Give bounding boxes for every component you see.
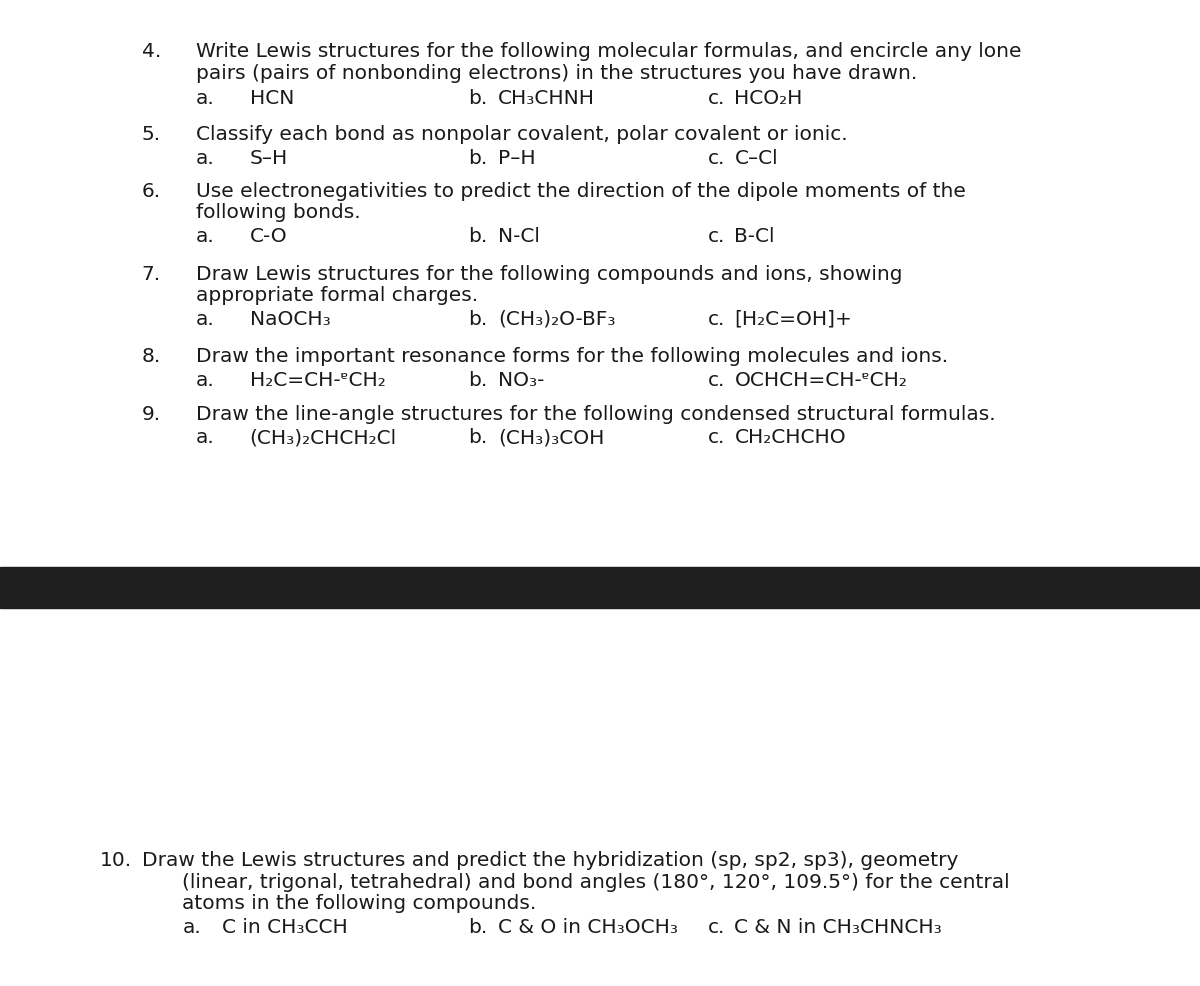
Text: appropriate formal charges.: appropriate formal charges. bbox=[196, 286, 478, 305]
Text: (CH₃)₂O-BF₃: (CH₃)₂O-BF₃ bbox=[498, 310, 616, 328]
Text: HCO₂H: HCO₂H bbox=[734, 89, 803, 107]
Text: b.: b. bbox=[468, 428, 487, 447]
Text: a.: a. bbox=[196, 428, 215, 447]
Text: N-Cl: N-Cl bbox=[498, 227, 540, 246]
Text: C in CH₃CCH: C in CH₃CCH bbox=[222, 917, 348, 936]
Text: [H₂C=OH]+: [H₂C=OH]+ bbox=[734, 310, 852, 328]
Text: b.: b. bbox=[468, 149, 487, 168]
Text: Draw the important resonance forms for the following molecules and ions.: Draw the important resonance forms for t… bbox=[196, 347, 948, 366]
Text: a.: a. bbox=[196, 149, 215, 168]
Text: Draw the line-angle structures for the following condensed structural formulas.: Draw the line-angle structures for the f… bbox=[196, 404, 995, 423]
Text: NO₃-: NO₃- bbox=[498, 371, 545, 389]
Text: 6.: 6. bbox=[142, 181, 161, 200]
Text: C & N in CH₃CHNCH₃: C & N in CH₃CHNCH₃ bbox=[734, 917, 942, 936]
Text: NaOCH₃: NaOCH₃ bbox=[250, 310, 330, 328]
Text: H₂C=CH-ᵄCH₂: H₂C=CH-ᵄCH₂ bbox=[250, 371, 385, 389]
Text: c.: c. bbox=[708, 428, 725, 447]
Text: b.: b. bbox=[468, 89, 487, 107]
Text: CH₂CHCHO: CH₂CHCHO bbox=[734, 428, 846, 447]
Text: OCHCH=CH-ᵄCH₂: OCHCH=CH-ᵄCH₂ bbox=[734, 371, 907, 389]
Text: atoms in the following compounds.: atoms in the following compounds. bbox=[182, 893, 536, 912]
Text: (CH₃)₂CHCH₂Cl: (CH₃)₂CHCH₂Cl bbox=[250, 428, 397, 447]
Text: 7.: 7. bbox=[142, 264, 161, 283]
Text: c.: c. bbox=[708, 149, 725, 168]
Text: b.: b. bbox=[468, 371, 487, 389]
Text: C & O in CH₃OCH₃: C & O in CH₃OCH₃ bbox=[498, 917, 678, 936]
Text: 5.: 5. bbox=[142, 125, 161, 144]
Text: c.: c. bbox=[708, 371, 725, 389]
Text: B-Cl: B-Cl bbox=[734, 227, 775, 246]
Text: b.: b. bbox=[468, 310, 487, 328]
Text: b.: b. bbox=[468, 917, 487, 936]
Text: a.: a. bbox=[196, 89, 215, 107]
Text: c.: c. bbox=[708, 917, 725, 936]
Text: b.: b. bbox=[468, 227, 487, 246]
Text: CH₃CHNH: CH₃CHNH bbox=[498, 89, 595, 107]
Bar bbox=[0, 567, 1200, 608]
Text: c.: c. bbox=[708, 227, 725, 246]
Text: a.: a. bbox=[196, 310, 215, 328]
Text: (CH₃)₃COH: (CH₃)₃COH bbox=[498, 428, 605, 447]
Text: following bonds.: following bonds. bbox=[196, 203, 360, 222]
Text: Classify each bond as nonpolar covalent, polar covalent or ionic.: Classify each bond as nonpolar covalent,… bbox=[196, 125, 847, 144]
Text: Draw the Lewis structures and predict the hybridization (sp, sp2, sp3), geometry: Draw the Lewis structures and predict th… bbox=[142, 850, 958, 869]
Text: 10.: 10. bbox=[100, 850, 132, 869]
Text: Use electronegativities to predict the direction of the dipole moments of the: Use electronegativities to predict the d… bbox=[196, 181, 966, 200]
Text: HCN: HCN bbox=[250, 89, 294, 107]
Text: C-O: C-O bbox=[250, 227, 287, 246]
Text: 9.: 9. bbox=[142, 404, 161, 423]
Text: C–Cl: C–Cl bbox=[734, 149, 778, 168]
Text: P–H: P–H bbox=[498, 149, 535, 168]
Text: 8.: 8. bbox=[142, 347, 161, 366]
Text: c.: c. bbox=[708, 89, 725, 107]
Text: c.: c. bbox=[708, 310, 725, 328]
Text: (linear, trigonal, tetrahedral) and bond angles (180°, 120°, 109.5°) for the cen: (linear, trigonal, tetrahedral) and bond… bbox=[182, 872, 1010, 890]
Text: Draw Lewis structures for the following compounds and ions, showing: Draw Lewis structures for the following … bbox=[196, 264, 902, 283]
Text: pairs (pairs of nonbonding electrons) in the structures you have drawn.: pairs (pairs of nonbonding electrons) in… bbox=[196, 64, 917, 83]
Text: a.: a. bbox=[196, 371, 215, 389]
Text: Write Lewis structures for the following molecular formulas, and encircle any lo: Write Lewis structures for the following… bbox=[196, 42, 1021, 61]
Text: 4.: 4. bbox=[142, 42, 161, 61]
Text: a.: a. bbox=[182, 917, 202, 936]
Text: a.: a. bbox=[196, 227, 215, 246]
Text: S–H: S–H bbox=[250, 149, 288, 168]
